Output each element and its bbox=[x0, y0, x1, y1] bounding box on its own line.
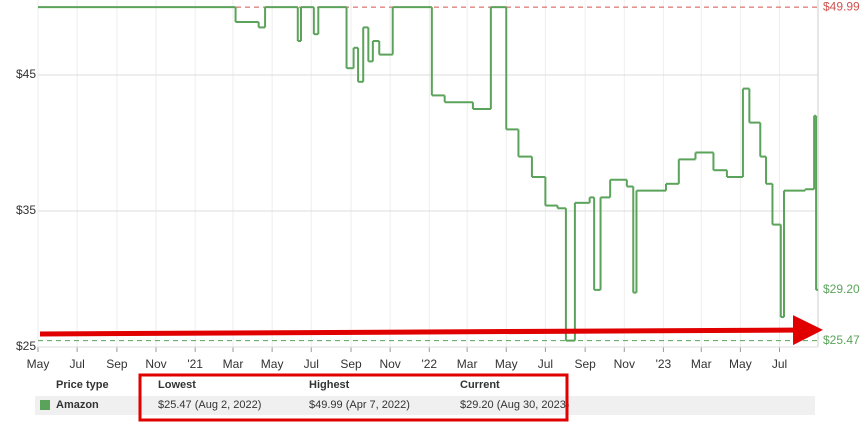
x-tick-label: Sep bbox=[106, 357, 128, 371]
price-line bbox=[38, 6, 818, 342]
x-tick-label: Nov bbox=[379, 357, 400, 371]
x-tick-label: Sep bbox=[340, 357, 362, 371]
reference-label: $29.20 bbox=[823, 282, 860, 296]
x-tick-label: Nov bbox=[614, 357, 635, 371]
table-cell: $29.20 (Aug 30, 2023) bbox=[460, 399, 569, 411]
table-header: Highest bbox=[309, 379, 350, 391]
x-tick-label: May bbox=[729, 357, 752, 371]
table-cell: Amazon bbox=[56, 399, 99, 411]
x-tick-label: May bbox=[261, 357, 284, 371]
x-tick-label: Jul bbox=[538, 357, 553, 371]
x-tick-label: '23 bbox=[656, 357, 672, 371]
legend-swatch bbox=[40, 400, 50, 410]
table-header: Lowest bbox=[158, 379, 196, 391]
table-header: Current bbox=[460, 379, 500, 391]
highlight-box bbox=[138, 373, 569, 422]
x-tick-label: Jul bbox=[304, 357, 319, 371]
x-tick-label: May bbox=[495, 357, 518, 371]
table-row-bg bbox=[35, 396, 815, 415]
reference-label: $25.47 bbox=[823, 333, 860, 347]
x-tick-label: Jul bbox=[69, 357, 84, 371]
x-tick-label: '21 bbox=[187, 357, 203, 371]
annotation-arrow bbox=[39, 315, 823, 346]
x-tick-label: Mar bbox=[691, 357, 712, 371]
x-tick-label: Sep bbox=[574, 357, 596, 371]
x-tick-label: Mar bbox=[223, 357, 244, 371]
table-cell: $49.99 (Apr 7, 2022) bbox=[309, 399, 410, 411]
x-tick-label: Jul bbox=[772, 357, 787, 371]
x-tick-label: May bbox=[27, 357, 50, 371]
y-tick-label: $35 bbox=[16, 203, 36, 217]
x-tick-label: '22 bbox=[421, 357, 437, 371]
table-cell: $25.47 (Aug 2, 2022) bbox=[158, 399, 261, 411]
table-header: Price type bbox=[56, 379, 109, 391]
y-tick-label: $25 bbox=[16, 339, 36, 353]
reference-label: $49.99 bbox=[823, 0, 860, 13]
y-tick-label: $45 bbox=[16, 67, 36, 81]
x-tick-label: Mar bbox=[457, 357, 478, 371]
x-tick-label: Nov bbox=[145, 357, 166, 371]
